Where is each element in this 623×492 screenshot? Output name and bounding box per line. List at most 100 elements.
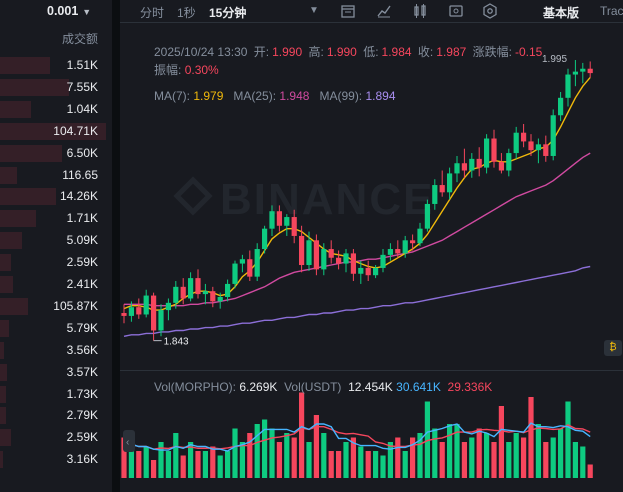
depth-bar xyxy=(0,297,28,315)
depth-row[interactable]: 116.65 xyxy=(0,164,112,186)
depth-row[interactable]: 1.71K xyxy=(0,207,112,229)
volume-bar xyxy=(535,424,541,478)
candle-body xyxy=(439,185,445,193)
candle-body xyxy=(225,283,231,298)
vol-morpho-value: 6.269K xyxy=(239,380,278,394)
candle-body xyxy=(136,307,142,315)
tab-time-share[interactable]: 分时 xyxy=(140,6,165,20)
depth-bar xyxy=(0,57,50,74)
vol-ma-value-2: 29.336K xyxy=(447,380,493,394)
candle-body xyxy=(365,267,371,276)
depth-row[interactable]: 2.41K xyxy=(0,273,112,295)
vol-usdt-value: 12.454K xyxy=(348,380,393,394)
close-value: 1.987 xyxy=(436,45,467,59)
volume-bar xyxy=(358,446,364,478)
candle-body xyxy=(565,74,571,98)
change-value: -0.15 xyxy=(514,45,543,59)
ma99-value: 1.894 xyxy=(365,89,396,103)
depth-volume: 3.16K xyxy=(66,452,98,467)
candle-body xyxy=(239,259,245,264)
depth-row[interactable]: 3.56K xyxy=(0,339,112,361)
tab-1s[interactable]: 1秒 xyxy=(177,6,196,20)
depth-bar xyxy=(0,122,106,140)
depth-row[interactable]: 14.26K xyxy=(0,185,112,207)
depth-volume: 2.59K xyxy=(66,255,98,270)
volume-bar xyxy=(188,442,194,478)
open-label: 开: xyxy=(253,45,270,59)
volume-ma10-line xyxy=(123,424,591,450)
candle-body xyxy=(210,291,216,302)
candle-body xyxy=(195,278,201,295)
watermark-text: BINANCE xyxy=(220,175,434,224)
chart-type-icon[interactable] xyxy=(376,3,392,19)
settings-icon[interactable] xyxy=(448,3,464,19)
depth-volume: 1.51K xyxy=(66,58,98,72)
candle-body xyxy=(143,295,149,315)
depth-volume: 6.50K xyxy=(66,145,98,160)
basic-view-button[interactable]: 基本版 xyxy=(543,6,580,20)
gear-icon[interactable] xyxy=(482,3,498,19)
depth-bar xyxy=(0,144,62,162)
tab-15m[interactable]: 15分钟 xyxy=(209,6,247,20)
depth-volume: 3.57K xyxy=(66,364,98,379)
depth-row[interactable]: 105.87K xyxy=(0,295,112,317)
depth-row[interactable]: 5.79K xyxy=(0,317,112,339)
volume-bar xyxy=(143,446,149,478)
depth-row[interactable]: 3.16K xyxy=(0,448,112,470)
candle-body xyxy=(550,115,556,156)
candle-body xyxy=(587,68,593,74)
depth-row[interactable]: 3.57K xyxy=(0,361,112,383)
volume-bar xyxy=(432,428,438,478)
volume-bar xyxy=(572,442,578,478)
depth-row[interactable]: 2.79K xyxy=(0,404,112,426)
candle-body xyxy=(151,295,157,331)
depth-volume: 1.73K xyxy=(66,386,98,401)
candle-body xyxy=(395,249,401,254)
candle-body xyxy=(484,138,490,168)
volume-bar xyxy=(128,451,134,478)
low-value: 1.984 xyxy=(381,45,412,59)
candlestick-chart[interactable]: BINANCE 1.995 1.843 ‹ xyxy=(120,0,623,492)
depth-bar xyxy=(0,210,36,228)
volume-bar xyxy=(306,442,312,478)
depth-volume: 104.71K xyxy=(53,123,98,138)
volume-bar xyxy=(417,433,423,478)
watermark-logo xyxy=(173,176,213,216)
interval-dropdown-icon[interactable]: ▼ xyxy=(309,5,319,16)
depth-row[interactable]: 6.50K xyxy=(0,142,112,164)
volume-bar xyxy=(513,433,519,478)
volume-bar xyxy=(313,415,319,478)
depth-bar xyxy=(0,385,6,403)
volume-bar xyxy=(521,437,527,478)
indicator-icon[interactable] xyxy=(340,3,356,19)
price-tag-icon[interactable]: ₿ xyxy=(604,340,622,356)
depth-row[interactable]: 1.73K xyxy=(0,383,112,405)
depth-row[interactable]: 5.09K xyxy=(0,229,112,251)
precision-select[interactable]: 0.001 ▼ xyxy=(47,4,92,18)
volume-bar xyxy=(276,442,282,478)
candle-body xyxy=(476,158,482,168)
volume-bar xyxy=(550,437,556,478)
candle-body xyxy=(558,97,564,116)
depth-row[interactable]: 2.59K xyxy=(0,426,112,448)
depth-row[interactable]: 1.51K xyxy=(0,54,112,76)
candle-body xyxy=(328,249,334,258)
depth-row[interactable]: 104.71K xyxy=(0,120,112,142)
ma7-value: 1.979 xyxy=(193,89,224,103)
candle-body xyxy=(535,144,541,151)
candle-style-icon[interactable] xyxy=(412,3,428,19)
candle-body xyxy=(306,240,312,266)
depth-volume: 105.87K xyxy=(53,298,98,313)
tradingview-button[interactable]: Trac xyxy=(600,4,623,18)
volume-bar xyxy=(506,442,512,478)
depth-row[interactable]: 2.59K xyxy=(0,251,112,273)
candle-body xyxy=(165,302,171,311)
depth-row[interactable]: 7.55K xyxy=(0,76,112,98)
panel-divider xyxy=(112,0,120,492)
volume-bar xyxy=(402,451,408,478)
depth-row[interactable]: 1.04K xyxy=(0,98,112,120)
candle-body xyxy=(202,291,208,295)
volume-bar xyxy=(195,451,201,478)
chevron-down-icon: ▼ xyxy=(82,7,92,17)
change-label: 涨跌幅: xyxy=(472,45,512,59)
